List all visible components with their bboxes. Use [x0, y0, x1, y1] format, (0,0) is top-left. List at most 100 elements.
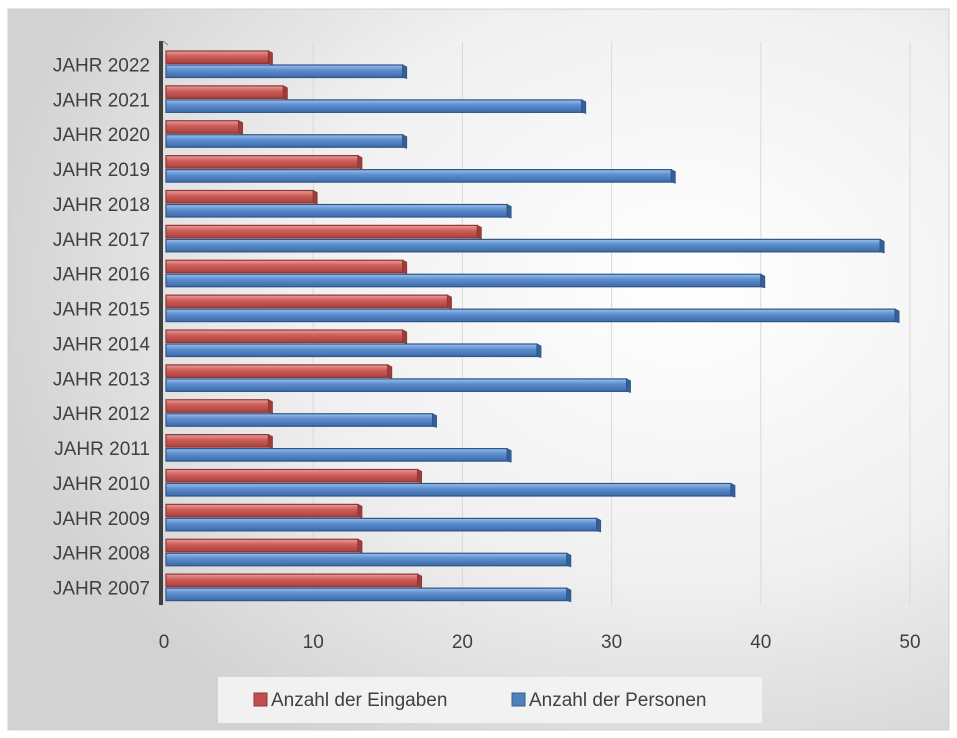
bar-end — [402, 64, 408, 80]
legend-swatch-blue — [511, 692, 526, 707]
bar-face — [165, 587, 568, 602]
bar-end — [357, 538, 363, 554]
bar-end — [402, 329, 408, 345]
bar-face — [165, 434, 270, 448]
bar-end — [238, 120, 243, 135]
bar-face — [165, 99, 583, 113]
bar-face — [165, 552, 568, 567]
bar-end — [268, 433, 273, 449]
axes — [159, 40, 169, 605]
category-label: JAHR 2018 — [53, 195, 150, 216]
x-tick-label: 40 — [750, 632, 771, 653]
bar-personen — [165, 203, 512, 219]
bar-end — [312, 189, 318, 205]
bar-eingaben — [165, 503, 363, 519]
bar-eingaben — [165, 329, 408, 345]
bar-personen — [165, 343, 542, 359]
bar-end — [417, 468, 423, 484]
axis-depth-line — [162, 40, 169, 46]
bar-end — [402, 134, 408, 149]
category-label: JAHR 2022 — [53, 55, 150, 76]
category-label: JAHR 2017 — [53, 230, 150, 251]
bar-eingaben — [165, 154, 363, 170]
bar-eingaben — [165, 85, 288, 100]
bar-personen — [165, 64, 408, 80]
category-label: JAHR 2020 — [53, 125, 150, 146]
bar-end — [879, 238, 885, 254]
bar-face — [165, 189, 314, 204]
category-labels: JAHR 2007 JAHR 2008 JAHR 2009 JAHR 2010 JAHR… — [53, 55, 151, 599]
bar-face — [165, 120, 240, 134]
legend-item-personen: Anzahl der Personen — [511, 690, 706, 711]
bar-end — [387, 364, 393, 379]
bar-face — [165, 503, 359, 518]
category-label: JAHR 2011 — [54, 439, 150, 460]
bar-end — [894, 308, 900, 324]
x-tick-label: 0 — [159, 632, 170, 653]
bar-end — [506, 203, 512, 219]
category-label: JAHR 2021 — [53, 90, 150, 111]
legend-label-eingaben: Anzahl der Eingaben — [271, 690, 447, 711]
bar-end — [670, 168, 676, 184]
category-label: JAHR 2013 — [53, 369, 150, 390]
bar-end — [268, 50, 273, 66]
bar-eingaben — [165, 364, 393, 379]
bar-eingaben — [165, 433, 273, 449]
bar-face — [165, 482, 732, 497]
bar-eingaben — [165, 573, 423, 589]
x-tick-label: 10 — [303, 632, 324, 653]
category-label: JAHR 2014 — [53, 334, 151, 355]
category-label: JAHR 2016 — [53, 265, 150, 286]
bar-end — [730, 482, 736, 498]
bar-face — [165, 448, 508, 462]
bar-end — [447, 294, 452, 310]
bar-eingaben — [165, 120, 243, 135]
legend-label-personen: Anzahl der Personen — [529, 690, 706, 711]
bar-personen — [165, 587, 572, 603]
bar-personen — [165, 517, 602, 533]
bar-face — [165, 308, 896, 323]
bar-face — [165, 169, 672, 183]
category-label: JAHR 2007 — [53, 579, 150, 600]
bar-face — [165, 224, 478, 239]
bar-end — [566, 587, 572, 603]
bar-end — [626, 378, 631, 393]
category-label: JAHR 2012 — [53, 404, 150, 425]
bar-personen — [165, 482, 736, 498]
bar-eingaben — [165, 468, 423, 484]
bar-face — [165, 468, 419, 483]
bar-end — [357, 154, 363, 170]
bar-face — [165, 538, 359, 553]
bar-end — [476, 224, 482, 240]
bar-face — [165, 273, 762, 288]
bar-personen — [165, 168, 676, 184]
category-label: JAHR 2010 — [53, 474, 150, 495]
bar-end — [357, 503, 363, 519]
bar-face — [165, 155, 359, 169]
bar-face — [165, 64, 404, 79]
bar-eingaben — [165, 538, 363, 554]
bar-end — [566, 552, 572, 568]
legend: Anzahl der Eingaben Anzahl der Personen — [218, 677, 762, 723]
bar-end — [282, 85, 288, 100]
x-tick-label: 20 — [452, 632, 473, 653]
bar-end — [536, 343, 542, 359]
bar-personen — [165, 552, 572, 568]
bar-end — [432, 413, 437, 428]
bar-face — [165, 134, 404, 148]
bar-personen — [165, 134, 408, 149]
bar-personen — [165, 413, 437, 428]
bar-personen — [165, 308, 900, 324]
bar-face — [165, 399, 270, 413]
bar-end — [760, 273, 766, 289]
bar-end — [402, 259, 408, 275]
legend-item-eingaben: Anzahl der Eingaben — [253, 690, 447, 711]
bar-personen — [165, 99, 587, 114]
bar-eingaben — [165, 50, 273, 66]
value-tick-labels: 0 10 20 30 40 50 — [159, 632, 921, 653]
chart-background — [7, 8, 950, 731]
bar-end — [596, 517, 602, 533]
bar-end — [268, 399, 273, 414]
category-label: JAHR 2019 — [53, 160, 150, 181]
